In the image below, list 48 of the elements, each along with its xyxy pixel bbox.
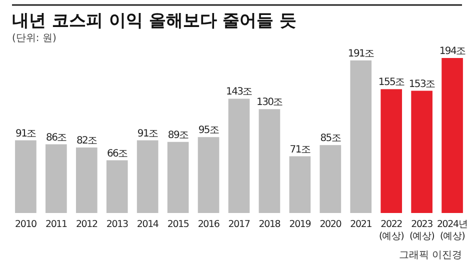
x-tick-label: 2020 [320, 219, 342, 230]
chart-title: 내년 코스피 이익 올해보다 줄어들 듯 [12, 11, 297, 31]
data-label: 130조 [256, 97, 284, 108]
x-tick-label: 2013 [106, 219, 128, 230]
text: 그래픽 이진경 [398, 250, 462, 261]
data-label: 91조 [137, 128, 159, 140]
chart-subtitle: (단위: 원) [12, 33, 56, 44]
bar [350, 60, 372, 213]
data-label: 194조 [439, 46, 466, 57]
x-tick-label: 2023 (예상) [410, 219, 434, 242]
bar [15, 140, 36, 213]
bar [289, 156, 311, 213]
data-label: 155조 [378, 77, 406, 88]
data-label: 85조 [320, 133, 342, 144]
data-label: 66조 [106, 148, 128, 160]
bar [228, 98, 250, 213]
x-tick-label: 2018 [258, 219, 281, 230]
x-tick-label: 2010 [15, 219, 38, 230]
bar [380, 89, 402, 213]
bar [167, 142, 189, 213]
data-label: 95조 [198, 125, 220, 136]
x-tick-label: 2017 [228, 219, 250, 230]
x-tick-label: 2021 [350, 219, 372, 230]
data-label: 89조 [168, 130, 190, 141]
bar [411, 90, 432, 213]
bar [258, 109, 280, 213]
bar [106, 160, 128, 213]
data-label: 191조 [348, 48, 375, 60]
bar [46, 144, 67, 213]
data-label: 86조 [46, 132, 68, 144]
x-tick-label: 2015 [167, 219, 190, 230]
bar [198, 137, 220, 213]
x-tick-label: 2014 [136, 219, 159, 230]
data-label: 91조 [16, 128, 37, 140]
x-tick-label: 2011 [45, 219, 68, 230]
x-tick-label: 2022 (예상) [379, 219, 404, 242]
data-label: 82조 [76, 135, 98, 146]
x-tick-label: 2019 [289, 219, 312, 230]
data-label: 153조 [408, 78, 436, 90]
data-label: 71조 [290, 144, 311, 156]
x-tick-label: 2024년 (예상) [436, 219, 468, 242]
x-tick-label: 2016 [198, 219, 220, 230]
bar [320, 145, 342, 213]
data-label: 143조 [226, 86, 253, 98]
bar [76, 147, 98, 213]
bar [136, 140, 158, 213]
bar [442, 58, 463, 213]
x-tick-label: 2012 [76, 219, 98, 230]
